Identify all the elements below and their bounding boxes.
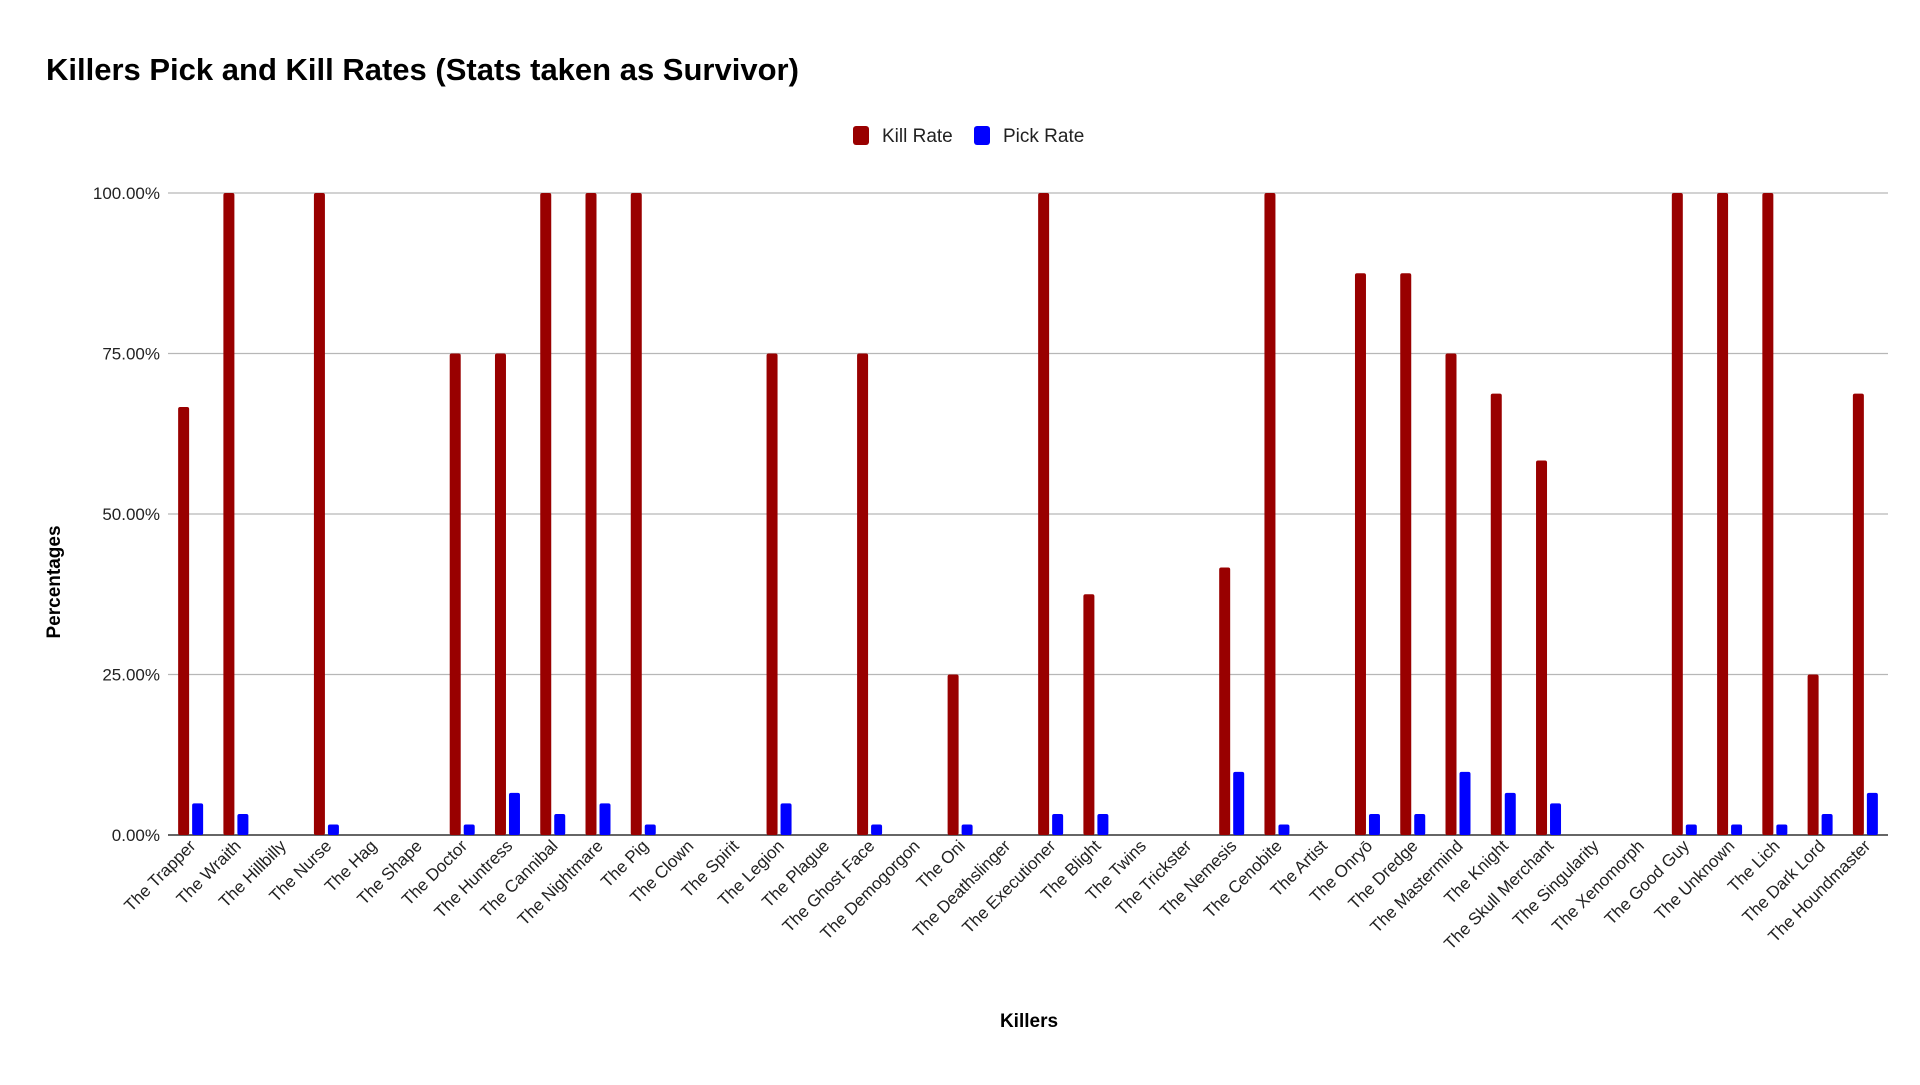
bar-pick-rate [1278, 824, 1290, 835]
bar-kill-rate [1219, 567, 1231, 835]
legend-swatch-kill-rate [853, 126, 869, 145]
bar-kill-rate [1264, 193, 1276, 835]
legend-swatch-pick-rate [974, 126, 990, 145]
bar-kill-rate [449, 353, 461, 835]
bar-pick-rate [1414, 813, 1426, 835]
y-tick-label: 50.00% [102, 505, 160, 524]
bar-pick-rate [1368, 813, 1380, 835]
bar-kill-rate [1807, 674, 1819, 835]
bar-pick-rate [1233, 771, 1245, 835]
bar-pick-rate [508, 792, 520, 835]
x-axis-label: Killers [1000, 1011, 1058, 1032]
bar-pick-rate [1685, 824, 1697, 835]
bar-kill-rate [223, 193, 235, 835]
bar-pick-rate [554, 813, 566, 835]
bar-pick-rate [1821, 813, 1833, 835]
bar-kill-rate [585, 193, 597, 835]
bar-kill-rate [1083, 594, 1095, 835]
legend-label-kill-rate: Kill Rate [882, 126, 953, 147]
bars [178, 193, 1878, 835]
bar-kill-rate [1400, 273, 1412, 835]
legend-label-pick-rate: Pick Rate [1003, 126, 1084, 147]
bar-pick-rate [1052, 813, 1064, 835]
y-tick-label: 75.00% [102, 345, 160, 364]
bar-pick-rate [327, 824, 339, 835]
bar-kill-rate [494, 353, 506, 835]
bar-pick-rate [961, 824, 973, 835]
bar-kill-rate [947, 674, 959, 835]
bar-pick-rate [1504, 792, 1516, 835]
y-axis-ticks: 0.00% 25.00% 50.00% 75.00% 100.00% [93, 184, 160, 845]
bar-kill-rate [1671, 193, 1683, 835]
bar-pick-rate [1097, 813, 1109, 835]
y-tick-label: 0.00% [112, 826, 160, 845]
bar-pick-rate [599, 803, 611, 835]
bar-kill-rate [630, 193, 642, 835]
bar-pick-rate [463, 824, 475, 835]
bar-pick-rate [192, 803, 204, 835]
bar-kill-rate [1445, 353, 1457, 835]
bar-kill-rate [1490, 393, 1502, 835]
bar-pick-rate [1731, 824, 1743, 835]
bar-pick-rate [1459, 771, 1471, 835]
y-tick-label: 25.00% [102, 666, 160, 685]
bar-kill-rate [1852, 393, 1864, 835]
bar-kill-rate [1536, 460, 1548, 835]
y-tick-label: 100.00% [93, 184, 160, 203]
bar-pick-rate [1776, 824, 1788, 835]
chart-title: Killers Pick and Kill Rates (Stats taken… [46, 52, 799, 87]
bar-pick-rate [780, 803, 792, 835]
legend: Kill Rate Pick Rate [853, 126, 1084, 147]
bar-pick-rate [237, 813, 249, 835]
bar-kill-rate [1762, 193, 1774, 835]
bar-kill-rate [1354, 273, 1366, 835]
bar-kill-rate [1038, 193, 1050, 835]
bar-kill-rate [178, 406, 190, 835]
bar-pick-rate [1550, 803, 1562, 835]
bar-kill-rate [1717, 193, 1729, 835]
bar-pick-rate [1866, 792, 1878, 835]
bar-kill-rate [313, 193, 325, 835]
bar-kill-rate [540, 193, 552, 835]
gridlines [168, 192, 1888, 836]
bar-kill-rate [766, 353, 778, 835]
bar-pick-rate [871, 824, 883, 835]
y-axis-label: Percentages [44, 525, 65, 638]
bar-kill-rate [857, 353, 869, 835]
bar-pick-rate [644, 824, 656, 835]
